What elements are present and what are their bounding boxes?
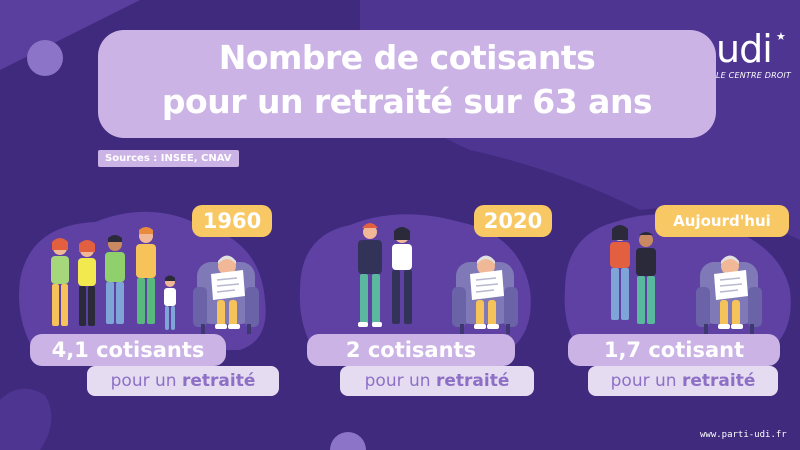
worker-figure bbox=[136, 227, 156, 324]
per-prefix: pour un bbox=[364, 371, 431, 391]
retiree-figure-2020 bbox=[451, 254, 519, 335]
footer-url[interactable]: www.parti-udi.fr bbox=[700, 430, 787, 440]
per-label-today: pour un retraité bbox=[588, 366, 778, 396]
per-prefix: pour un bbox=[610, 371, 677, 391]
logo-star-icon: ★ bbox=[776, 30, 786, 43]
title-box: Nombre de cotisants pour un retraité sur… bbox=[98, 30, 716, 138]
worker-figure bbox=[78, 240, 96, 326]
per-emphasis: retraité bbox=[681, 371, 756, 391]
decorative-circle bbox=[27, 40, 63, 76]
workers-group-2020 bbox=[358, 223, 412, 327]
bottom-circle bbox=[330, 432, 366, 450]
worker-figure bbox=[392, 227, 412, 324]
worker-figure bbox=[358, 223, 382, 327]
title-line-2: pour un retraité sur 63 ans bbox=[161, 82, 653, 121]
year-badge-2020: 2020 bbox=[474, 205, 552, 237]
per-label-2020: pour un retraité bbox=[340, 366, 534, 396]
worker-figure bbox=[636, 232, 656, 324]
count-label-2020: 2 cotisants bbox=[307, 334, 515, 366]
logo-tagline: LE CENTRE DROIT bbox=[716, 71, 791, 80]
year-badge-1960: 1960 bbox=[192, 205, 272, 237]
per-emphasis: retraité bbox=[181, 371, 256, 391]
sources-label: Sources : INSEE, CNAV bbox=[98, 150, 239, 167]
per-emphasis: retraité bbox=[435, 371, 510, 391]
workers-group-1960 bbox=[51, 227, 176, 330]
worker-figure bbox=[105, 235, 125, 324]
retiree-figure-1960 bbox=[192, 254, 260, 335]
bottom-left-blob bbox=[0, 388, 52, 450]
worker-figure bbox=[51, 238, 69, 326]
count-label-today: 1,7 cotisant bbox=[568, 334, 780, 366]
workers-group-today bbox=[610, 225, 656, 324]
year-badge-today: Aujourd'hui bbox=[655, 205, 789, 237]
retiree-figure-today bbox=[695, 254, 763, 335]
worker-figure bbox=[164, 275, 176, 330]
per-label-1960: pour un retraité bbox=[87, 366, 279, 396]
count-label-1960: 4,1 cotisants bbox=[30, 334, 226, 366]
worker-figure bbox=[610, 225, 630, 320]
logo-udi: udi bbox=[716, 27, 773, 71]
title-line-1: Nombre de cotisants bbox=[218, 38, 596, 77]
per-prefix: pour un bbox=[110, 371, 177, 391]
